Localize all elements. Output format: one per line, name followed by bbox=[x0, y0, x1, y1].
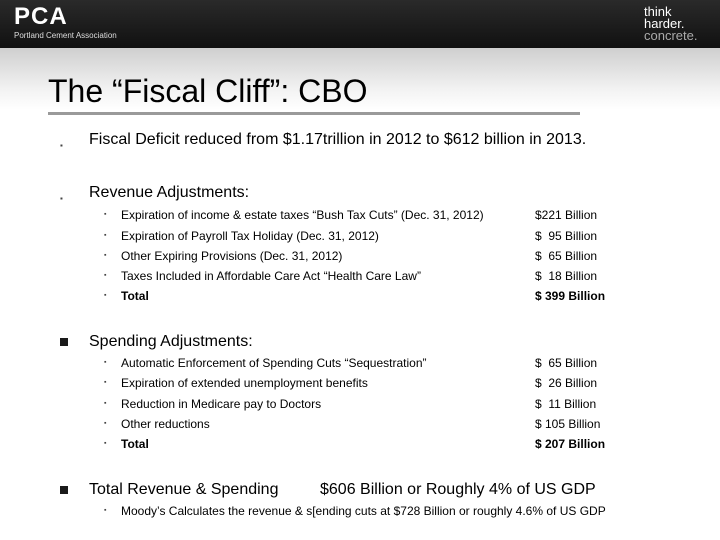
header-bar: PCA Portland Cement Association think ha… bbox=[0, 0, 720, 48]
bullet-text: Fiscal Deficit reduced from $1.17trillio… bbox=[89, 131, 587, 148]
sub-bullet-marker: ▪ bbox=[104, 359, 107, 366]
sub-bullet-marker: ▪ bbox=[104, 379, 107, 386]
bullet-marker: ▪ bbox=[60, 141, 63, 150]
tagline-line-1: think bbox=[644, 4, 672, 19]
sub-bullet-marker: ▪ bbox=[104, 292, 107, 299]
revenue-item-label: Expiration of income & estate taxes “Bus… bbox=[121, 208, 484, 222]
spending-item-label: Other reductions bbox=[121, 417, 210, 431]
revenue-total-amount: $ 399 Billion bbox=[535, 289, 606, 303]
total-value: $606 Billion or Roughly 4% of US GDP bbox=[320, 481, 596, 498]
spending-item-amount: $ 105 Billion bbox=[535, 417, 601, 431]
title-band bbox=[0, 48, 720, 110]
title-underline bbox=[48, 112, 580, 115]
slide-title: The “Fiscal Cliff”: CBO bbox=[48, 73, 368, 109]
spending-item-amount: $ 11 Billion bbox=[535, 397, 597, 411]
bullet-text: Spending Adjustments: bbox=[89, 333, 253, 350]
moodys-note-text: Moody’s Calculates the revenue & s[endin… bbox=[121, 504, 606, 518]
spending-total-amount: $ 207 Billion bbox=[535, 437, 606, 451]
bullet-marker: ▪ bbox=[60, 194, 63, 203]
sub-bullet-marker: ▪ bbox=[104, 440, 107, 447]
spending-item-label: Reduction in Medicare pay to Doctors bbox=[121, 397, 322, 411]
revenue-item-amount: $ 65 Billion bbox=[535, 249, 598, 263]
sub-bullet-marker: ▪ bbox=[104, 420, 107, 427]
sub-bullet-marker: ▪ bbox=[104, 232, 107, 239]
spending-item-label: Automatic Enforcement of Spending Cuts “… bbox=[121, 356, 427, 370]
sub-bullet-marker: ▪ bbox=[104, 252, 107, 259]
tagline: think harder. concrete. bbox=[644, 4, 706, 43]
bullet-marker bbox=[60, 338, 68, 346]
sub-bullet-marker: ▪ bbox=[104, 507, 107, 514]
revenue-item-amount: $ 95 Billion bbox=[535, 229, 598, 243]
spending-item-label: Expiration of extended unemployment bene… bbox=[121, 376, 368, 390]
sub-bullet-marker: ▪ bbox=[104, 211, 107, 218]
total-heading: Total Revenue & Spending bbox=[89, 481, 279, 498]
logo-mark: PCA bbox=[14, 3, 68, 30]
tagline-line-3: concrete. bbox=[644, 28, 698, 43]
bullet-marker bbox=[60, 486, 68, 494]
tagline-line-2: harder. bbox=[644, 16, 685, 31]
pca-logo: PCA Portland Cement Association bbox=[14, 3, 117, 41]
revenue-item-label: Taxes Included in Affordable Care Act “H… bbox=[121, 269, 421, 283]
revenue-item-amount: $221 Billion bbox=[535, 208, 598, 222]
spending-item-amount: $ 65 Billion bbox=[535, 356, 598, 370]
revenue-item-amount: $ 18 Billion bbox=[535, 269, 598, 283]
sub-bullet-marker: ▪ bbox=[104, 272, 107, 279]
bullet-text: Revenue Adjustments: bbox=[89, 184, 250, 201]
spending-total-label: Total bbox=[121, 437, 149, 451]
revenue-item-label: Other Expiring Provisions (Dec. 31, 2012… bbox=[121, 249, 343, 263]
revenue-total-label: Total bbox=[121, 289, 149, 303]
sub-bullet-marker: ▪ bbox=[104, 400, 107, 407]
revenue-item-label: Expiration of Payroll Tax Holiday (Dec. … bbox=[121, 229, 379, 243]
spending-item-amount: $ 26 Billion bbox=[535, 376, 598, 390]
logo-subtitle: Portland Cement Association bbox=[14, 31, 117, 40]
